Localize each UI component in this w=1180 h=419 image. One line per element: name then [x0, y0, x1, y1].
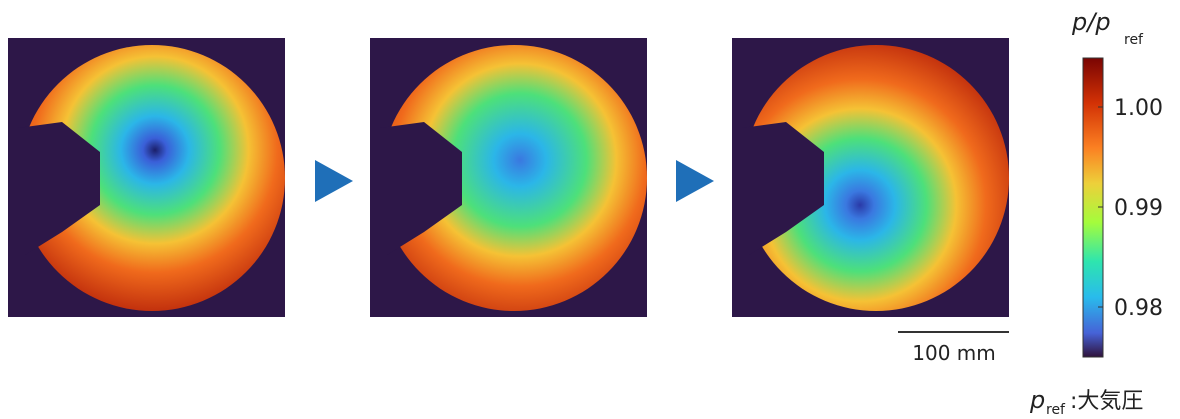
- scale-bar-label: 100 mm: [912, 341, 996, 365]
- panel-1: [8, 38, 285, 317]
- colorbar-tick-label: 0.99: [1114, 196, 1163, 221]
- panel-2: [370, 38, 647, 317]
- arrow: [315, 160, 353, 202]
- colorbar-label: p/p: [1071, 8, 1111, 36]
- arrow: [676, 160, 714, 202]
- footnote-symbol: p: [1029, 386, 1045, 414]
- colorbar-label-subscript: ref: [1124, 32, 1144, 48]
- footnote-subscript: ref: [1046, 402, 1066, 418]
- colorbar-tick-label: 1.00: [1114, 96, 1163, 121]
- figure: 100 mm p/p ref 1.00 0.99 0.98 p ref :大気圧: [0, 0, 1180, 419]
- colorbar-tick-label: 0.98: [1114, 296, 1163, 321]
- panel-3: [732, 38, 1009, 317]
- footnote-text: :大気圧: [1070, 389, 1143, 414]
